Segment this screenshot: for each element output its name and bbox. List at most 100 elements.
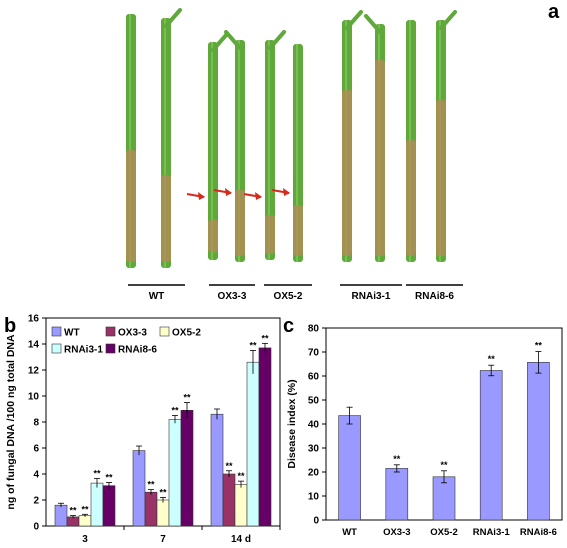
rice-sheath	[186, 32, 229, 260]
x-tick-label: OX5-2	[430, 527, 457, 538]
y-tick-label: 14	[28, 340, 40, 351]
y-tick-label: 50	[308, 396, 320, 407]
legend-label: WT	[64, 328, 80, 339]
sheath-lesion	[293, 205, 303, 256]
sheath-highlight	[268, 40, 270, 260]
x-tick-label: 7	[160, 534, 166, 545]
sheath-lesion	[208, 220, 218, 252]
y-tick-label: 0	[313, 516, 319, 527]
sheath-lesion	[436, 100, 446, 256]
sheath-highlight	[238, 40, 240, 262]
y-tick-label: 12	[28, 366, 40, 377]
y-tick-label: 2	[33, 496, 39, 507]
significance-mark: **	[159, 487, 167, 497]
rice-sheath	[406, 20, 416, 262]
bar	[246, 361, 260, 527]
y-tick-label: 6	[33, 444, 39, 455]
rice-sheath	[161, 8, 182, 268]
bar	[66, 516, 80, 527]
bar	[102, 485, 116, 527]
y-tick-label: 10	[308, 492, 320, 503]
sheath-highlight	[164, 18, 166, 268]
panel-c: c 0 10 20 30 40 50 60 70 80 Disease index (%) WT **…	[283, 315, 563, 538]
significance-mark: **	[261, 333, 269, 343]
legend-swatch	[105, 343, 116, 354]
panel-b-letter: b	[4, 315, 16, 337]
significance-mark: **	[171, 406, 179, 416]
y-tick-label: 20	[308, 468, 320, 479]
legend-label: OX5-2	[172, 328, 201, 339]
bar	[168, 419, 182, 527]
bar	[144, 491, 158, 527]
significance-mark: **	[225, 461, 233, 471]
x-tick-label: OX3-3	[383, 527, 410, 538]
group-label: OX3-3	[218, 291, 247, 302]
y-tick-label: 8	[33, 418, 39, 429]
rice-sheath	[243, 30, 286, 260]
sheath-highlight	[211, 42, 213, 260]
photo-background	[120, 0, 463, 275]
bar	[527, 362, 550, 521]
bar	[156, 499, 170, 527]
sheath-highlight	[129, 14, 131, 268]
rice-sheaths-photo	[126, 8, 457, 268]
sheath-lesion	[235, 190, 245, 256]
rice-sheath	[213, 30, 245, 262]
legend-label: RNAi3-1	[64, 345, 103, 356]
bar	[90, 482, 104, 527]
leaf-tip	[268, 30, 286, 50]
significance-mark: **	[393, 454, 401, 464]
leaf-tip	[224, 30, 242, 50]
legend-swatch	[105, 326, 116, 337]
group-label: RNAi3-1	[352, 291, 391, 302]
bar	[78, 515, 92, 527]
panel-a-letter: a	[548, 1, 560, 23]
y-tick-label: 60	[308, 372, 320, 383]
bar	[54, 504, 68, 527]
y-tick-label: 40	[308, 420, 320, 431]
y-tick-label: 16	[28, 314, 40, 325]
rice-sheath	[436, 10, 457, 262]
bar	[222, 473, 236, 527]
leaf-tip	[211, 32, 229, 52]
genotype-labels: WT OX3-3 OX5-2 RNAi3-1 RNAi8-6	[128, 284, 463, 302]
panel-a: a WT OX3-3 OX5-2 RNAi3-1 RNAi8-6	[120, 0, 560, 302]
panel-c-letter: c	[283, 315, 294, 337]
y-tick-label: 4	[33, 470, 39, 481]
bar	[479, 370, 503, 521]
rice-sheath	[271, 44, 303, 262]
fungal-dna-chart: 0 2 4 6 8 10 12 14 16 ng of fungal DNA /100 ng to…	[5, 314, 281, 545]
significance-mark: **	[81, 504, 89, 514]
rice-sheath	[126, 14, 136, 268]
significance-mark: **	[249, 341, 257, 351]
bar	[132, 450, 146, 527]
y-tick-label: 30	[308, 444, 320, 455]
significance-mark: **	[183, 393, 191, 403]
x-tick-label: 14 d	[231, 534, 251, 545]
x-tick-label: RNAi3-1	[473, 527, 511, 538]
legend-swatch	[51, 326, 62, 337]
sheath-highlight	[296, 44, 298, 262]
significance-mark: **	[488, 354, 496, 364]
bar	[210, 413, 224, 527]
leaf-tip	[345, 10, 363, 30]
group-label: RNAi8-6	[415, 291, 454, 302]
y-tick-label: 70	[308, 348, 320, 359]
lesion-arrow-head	[255, 192, 262, 200]
x-tick-label: RNAi8-6	[520, 527, 557, 538]
x-tick-label: WT	[342, 527, 357, 538]
bar	[180, 409, 194, 527]
legend-swatch	[51, 343, 62, 354]
legend-label: OX3-3	[118, 328, 147, 339]
legend-swatch	[159, 326, 170, 337]
disease-index-chart: 0 10 20 30 40 50 60 70 80 Disease index (%) WT ** OX…	[286, 324, 563, 538]
sheath-lesion	[126, 150, 136, 262]
bar	[385, 468, 409, 521]
bar	[258, 347, 272, 527]
significance-mark: **	[147, 480, 155, 490]
significance-mark: **	[93, 469, 101, 479]
y-axis-label: Disease index (%)	[286, 379, 298, 468]
group-label: OX5-2	[274, 291, 303, 302]
sheath-lesion	[375, 60, 385, 256]
y-tick-label: 10	[28, 392, 40, 403]
